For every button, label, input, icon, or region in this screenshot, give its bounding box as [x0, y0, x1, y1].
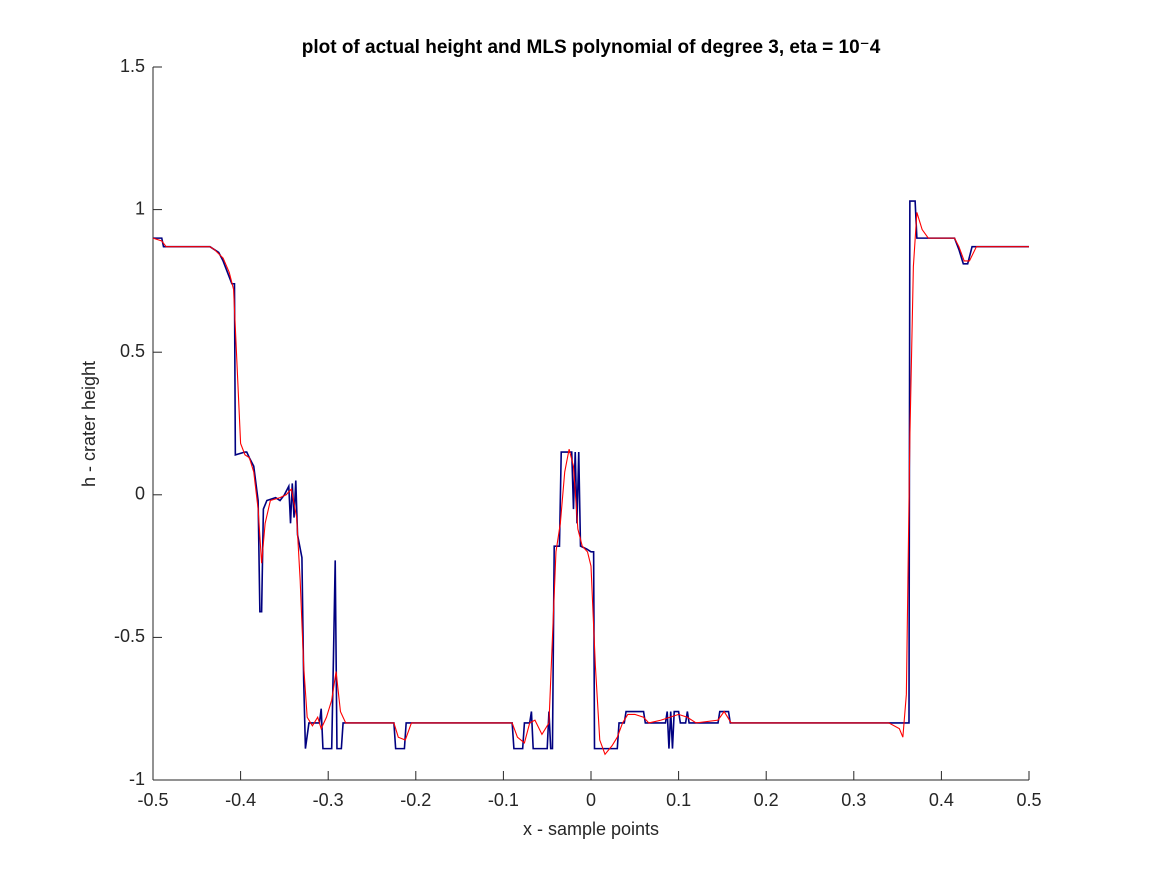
y-tick-label: -1: [129, 769, 145, 789]
x-tick-label: -0.5: [137, 790, 168, 810]
x-tick-label: 0.2: [754, 790, 779, 810]
x-tick-label: 0.1: [666, 790, 691, 810]
x-tick-label: -0.1: [488, 790, 519, 810]
y-tick-label: 1.5: [120, 56, 145, 76]
x-tick-label: 0.3: [841, 790, 866, 810]
x-tick-label: 0.5: [1016, 790, 1041, 810]
x-tick-label: 0: [586, 790, 596, 810]
x-tick-label: -0.2: [400, 790, 431, 810]
chart-title: plot of actual height and MLS polynomial…: [302, 37, 881, 58]
x-tick-label: -0.4: [225, 790, 256, 810]
y-tick-label: 1: [135, 198, 145, 218]
x-tick-label: 0.4: [929, 790, 954, 810]
series-line: [153, 200, 1029, 750]
y-tick-label: 0: [135, 484, 145, 504]
y-tick-label: 0.5: [120, 341, 145, 361]
x-tick-label: -0.3: [313, 790, 344, 810]
y-tick-label: -0.5: [114, 626, 145, 646]
y-axis-label: h - crater height: [79, 361, 99, 487]
series-line: [152, 212, 1029, 756]
x-axis-label: x - sample points: [523, 819, 659, 839]
